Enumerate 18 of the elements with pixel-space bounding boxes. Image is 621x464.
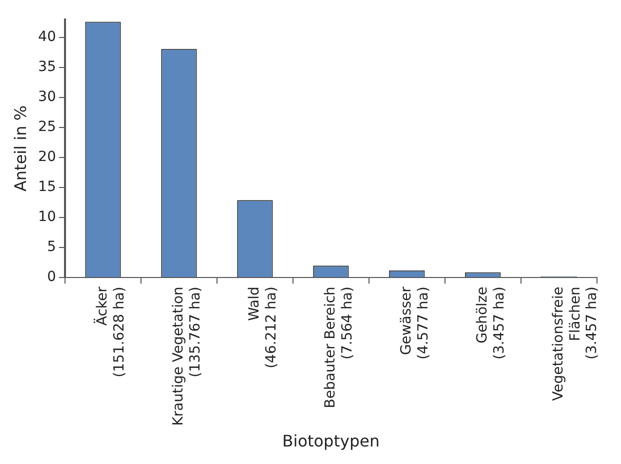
y-axis-title: Anteil in % bbox=[10, 105, 30, 192]
x-tick-label: Vegetationsfreie Flächen (3.457 ha) bbox=[550, 286, 600, 401]
x-axis-title: Biotoptypen bbox=[282, 432, 380, 451]
x-tick-label: Gehölze (3.457 ha) bbox=[474, 286, 508, 360]
y-tick-label: 25 bbox=[38, 119, 56, 136]
y-tick-label: 35 bbox=[38, 59, 56, 76]
x-tick-label: Äcker (151.628 ha) bbox=[94, 286, 128, 378]
y-tick-label: 30 bbox=[38, 89, 56, 106]
y-tick-label: 15 bbox=[38, 179, 56, 196]
x-tick-label: Krautige Vegetation (135.767 ha) bbox=[170, 286, 204, 426]
y-tick-label: 20 bbox=[38, 149, 56, 166]
y-tick-label: 0 bbox=[47, 269, 56, 286]
x-tick-label: Wald (46.212 ha) bbox=[246, 286, 280, 368]
x-tick-label: Bebauter Bereich (7.564 ha) bbox=[322, 286, 356, 408]
y-tick-label: 10 bbox=[38, 209, 56, 226]
x-tick-label: Gewässer (4.577 ha) bbox=[398, 286, 432, 360]
y-tick-label: 40 bbox=[38, 29, 56, 46]
y-tick-label: 5 bbox=[47, 239, 56, 256]
